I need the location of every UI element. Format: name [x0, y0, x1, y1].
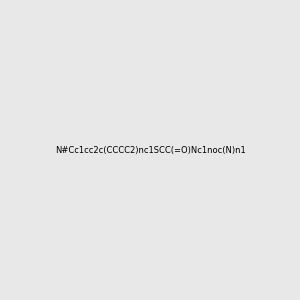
Text: N#Cc1cc2c(CCCC2)nc1SCC(=O)Nc1noc(N)n1: N#Cc1cc2c(CCCC2)nc1SCC(=O)Nc1noc(N)n1: [55, 146, 245, 154]
